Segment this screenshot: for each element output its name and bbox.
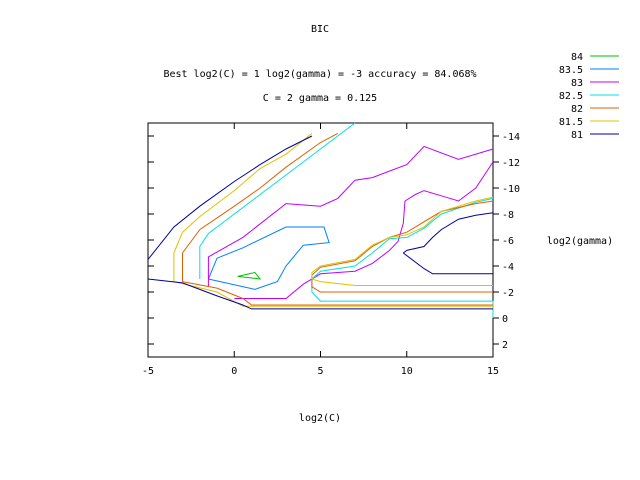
- y-tick-label: -4: [502, 262, 514, 273]
- x-tick-label: -5: [142, 366, 154, 377]
- y-tick-label: -10: [502, 184, 520, 195]
- legend-label: 81.5: [559, 117, 583, 128]
- contour-line-83.5: [207, 226, 330, 290]
- contour-line-82: [311, 200, 494, 293]
- contour-line-81.5: [173, 133, 313, 282]
- chart-subtitle-best-params: Best log2(C) = 1 log2(gamma) = -3 accura…: [163, 69, 476, 80]
- legend: 84 83.5 83 82.5 82 81.5 81: [559, 52, 619, 141]
- x-axis: -5 0 5 10 15: [142, 123, 499, 377]
- contour-lines: [147, 122, 494, 318]
- contour-line-82: [182, 132, 339, 282]
- chart-subtitle-values: C = 2 gamma = 0.125: [263, 93, 377, 104]
- contour-line-81: [402, 252, 493, 275]
- contour-line-82: [182, 281, 493, 306]
- y-tick-label: 0: [502, 314, 508, 325]
- x-tick-label: 0: [231, 366, 237, 377]
- plot-frame: [147, 122, 494, 358]
- contour-line-84: [237, 271, 262, 280]
- y-axis: 2 0 -2 -4 -6 -8 -10 -12 -14: [148, 132, 520, 351]
- contour-line-81.5: [311, 196, 494, 286]
- y-axis-label: log2(gamma): [547, 236, 613, 247]
- legend-label: 81: [571, 130, 583, 141]
- legend-label: 82: [571, 104, 583, 115]
- contour-line-81: [403, 212, 494, 254]
- chart-title: BIC: [311, 24, 329, 35]
- x-tick-label: 10: [401, 366, 413, 377]
- x-axis-label: log2(C): [299, 413, 341, 424]
- contour-line-81: [147, 135, 313, 260]
- contour-line-83: [234, 161, 494, 299]
- legend-label: 83: [571, 78, 583, 89]
- y-tick-label: -6: [502, 236, 514, 247]
- contour-line-82.5: [311, 197, 494, 318]
- y-tick-label: -14: [502, 132, 520, 143]
- y-tick-label: 2: [502, 340, 508, 351]
- x-tick-label: 5: [317, 366, 323, 377]
- x-tick-label: 15: [487, 366, 499, 377]
- contour-line-83: [207, 145, 494, 287]
- y-tick-label: -2: [502, 288, 514, 299]
- y-tick-label: -12: [502, 158, 520, 169]
- contour-line-81: [147, 278, 493, 310]
- legend-label: 84: [571, 52, 583, 63]
- contour-line-82.5: [199, 122, 356, 279]
- contour-line-81.5: [173, 281, 493, 307]
- y-tick-label: -8: [502, 210, 514, 221]
- legend-label: 82.5: [559, 91, 583, 102]
- legend-label: 83.5: [559, 65, 583, 76]
